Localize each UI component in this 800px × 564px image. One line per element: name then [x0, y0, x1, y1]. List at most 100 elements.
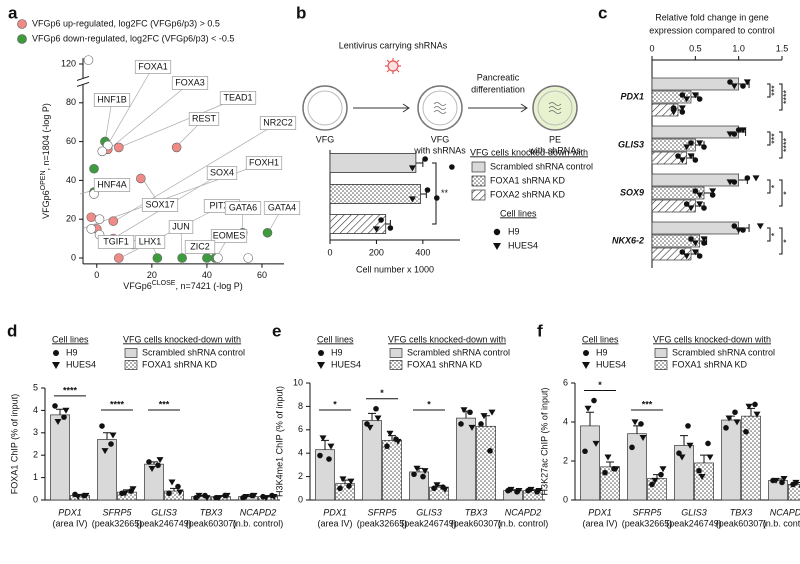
y-tick-label: 0 — [33, 494, 38, 504]
legend-marker — [583, 350, 589, 356]
hues4-point — [129, 486, 137, 493]
error-bar — [56, 408, 64, 415]
hues4-point — [101, 448, 109, 455]
annotation-box — [259, 116, 297, 130]
hues4-point — [772, 477, 780, 484]
h9-point — [591, 397, 597, 404]
x-tick-sublabel: (peak246749) — [401, 518, 457, 528]
panel-e: e 0 2 4 6 8 10 H3K4me1 ChIP (% of input) Cell li… — [272, 321, 548, 528]
x-tick-sublabel: (peak60307) — [186, 518, 237, 528]
y-tick-label: 0 — [298, 494, 303, 504]
y-tick-label: 4 — [563, 416, 568, 426]
hues4-point — [745, 403, 753, 410]
x-tick-sublabel: (area IV) — [317, 518, 352, 528]
stage-label: PE — [549, 134, 561, 144]
significance: **** — [781, 138, 791, 153]
hues4-point — [195, 492, 203, 499]
diagram-label: differentiation — [471, 84, 525, 94]
x-tick-label: 0.5 — [689, 43, 702, 53]
diagram-label: Pancreatic — [477, 72, 520, 82]
h9-point — [740, 83, 746, 89]
axis-label: VFGp6CLOSE, n=7421 (-log P) — [123, 280, 243, 291]
annotation-box — [97, 235, 135, 249]
virus-icon — [385, 58, 401, 74]
h9-point — [670, 105, 677, 111]
annotation: TEAD1 — [223, 92, 252, 102]
diagram-label: Lentivirus carrying shRNAs — [339, 40, 448, 50]
legend-marker — [493, 243, 501, 250]
y-tick-label: 40 — [66, 175, 76, 185]
legend-label: HUES4 — [66, 359, 96, 369]
bar — [741, 415, 761, 501]
error-bar — [700, 454, 708, 463]
axis-label: H3K4me1 ChIP (% of input) — [274, 386, 284, 497]
diagram-b — [302, 58, 578, 131]
scatter-point — [213, 253, 223, 263]
x-tick-label: NCAPD2 — [770, 507, 800, 517]
scatter-point — [86, 212, 97, 223]
significance-bracket — [767, 131, 771, 146]
hues4-point — [488, 409, 496, 416]
error-bar — [103, 432, 111, 440]
annotation-box — [93, 178, 131, 192]
scatter-point — [262, 227, 273, 238]
legend-swatch — [124, 360, 138, 370]
bar — [476, 425, 496, 501]
legend-swatch — [654, 348, 668, 358]
panel-label: d — [7, 321, 17, 340]
h9-point — [744, 175, 751, 181]
legend-marker — [52, 362, 60, 369]
h9-point — [602, 469, 608, 476]
hues4-point — [433, 482, 441, 489]
x-tick-label: 0 — [327, 247, 332, 257]
legend-label: HUES4 — [596, 359, 626, 369]
h9-point — [685, 423, 691, 429]
annotation: EOMES — [213, 230, 246, 240]
legend-label: VFGp6 down-regulated, log2FC (VFGp6/p3) … — [32, 33, 234, 43]
annotation-box — [134, 60, 172, 74]
annotation-box — [184, 240, 216, 254]
bar — [721, 419, 741, 501]
hues4-point — [696, 201, 704, 208]
hues4-point — [726, 131, 734, 138]
shrna-icon — [548, 102, 562, 114]
bar — [768, 480, 788, 501]
annotation: TGIF1 — [103, 236, 129, 246]
x-tick-label: GLIS3 — [151, 507, 177, 517]
h9-point — [735, 127, 742, 133]
legend-title: VFG cells knocked-down with — [470, 147, 588, 157]
bar — [329, 153, 417, 173]
hues4-point — [527, 486, 535, 493]
legend-label: Scrambled shRNA control — [490, 161, 593, 171]
scatter-point — [202, 253, 212, 263]
annotation: GATA4 — [268, 202, 296, 212]
hues4-point — [507, 486, 515, 493]
annotation-box — [245, 156, 283, 170]
legend-swatch — [124, 348, 138, 358]
hues4-point — [691, 240, 699, 247]
hues4-point — [54, 419, 62, 425]
h9-point — [449, 164, 455, 170]
annotation: SOX17 — [145, 199, 174, 209]
category-label: SOX9 — [620, 187, 644, 197]
hues4-point — [535, 488, 543, 495]
hues4-point — [319, 435, 327, 442]
legend-label: Scrambled shRNA control — [672, 347, 775, 357]
stage-label: with shRNAs — [528, 145, 581, 155]
significance-bracket — [767, 227, 771, 242]
h9-point — [317, 452, 323, 459]
legend-label: FOXA1 shRNA KD — [142, 359, 218, 369]
scatter-point — [136, 173, 146, 184]
legend-label: Scrambled shRNA control — [407, 347, 510, 357]
annotation-box — [210, 229, 248, 243]
h9-point — [731, 179, 738, 185]
h9-point — [373, 405, 379, 412]
significance-bracket — [767, 83, 771, 98]
hues4-point — [612, 466, 620, 473]
h9-point — [387, 225, 394, 231]
significance-bracket — [779, 83, 783, 111]
annotation-box — [171, 76, 209, 90]
hues4-point — [726, 179, 734, 186]
legend-title: Cell lines — [52, 334, 89, 344]
